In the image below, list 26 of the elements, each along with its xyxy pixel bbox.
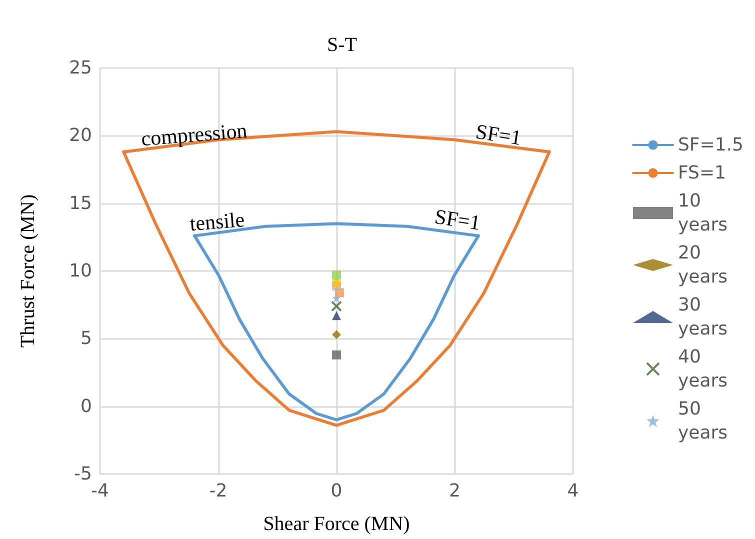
y-tick-label: 0 (80, 396, 92, 417)
legend-label: 50 years (678, 398, 728, 444)
legend-label: 40 years (678, 346, 728, 392)
chart-title: S-T (327, 34, 357, 56)
y-tick-label: 5 (80, 328, 92, 350)
legend-label: SF=1.5 (678, 134, 744, 156)
y-tick-label: 25 (69, 58, 92, 78)
y-tick-label: -5 (74, 464, 92, 484)
x-tick-label: 4 (567, 480, 579, 502)
annotation: SF=1 (433, 204, 482, 235)
y-tick-label: 15 (69, 192, 92, 214)
y-tick-label: 20 (69, 125, 92, 146)
legend-label: 20 years (678, 242, 728, 288)
annotation: tensile (188, 207, 246, 236)
legend-label: 10 years (678, 190, 728, 236)
x-tick-label: -2 (209, 480, 228, 502)
x-tick-label: -4 (91, 480, 109, 502)
x-tick-label: 2 (449, 480, 460, 502)
x-tick-label: 0 (330, 480, 342, 502)
annotation: SF=1 (474, 119, 523, 150)
y-axis-title: Thrust Force (MN) (17, 194, 39, 348)
x-axis-title: Shear Force (MN) (263, 513, 410, 535)
y-tick-label: 10 (69, 260, 92, 282)
legend-label: FS=1 (678, 162, 726, 184)
legend-label: 30 years (678, 294, 728, 340)
annotation: compression (140, 118, 249, 151)
